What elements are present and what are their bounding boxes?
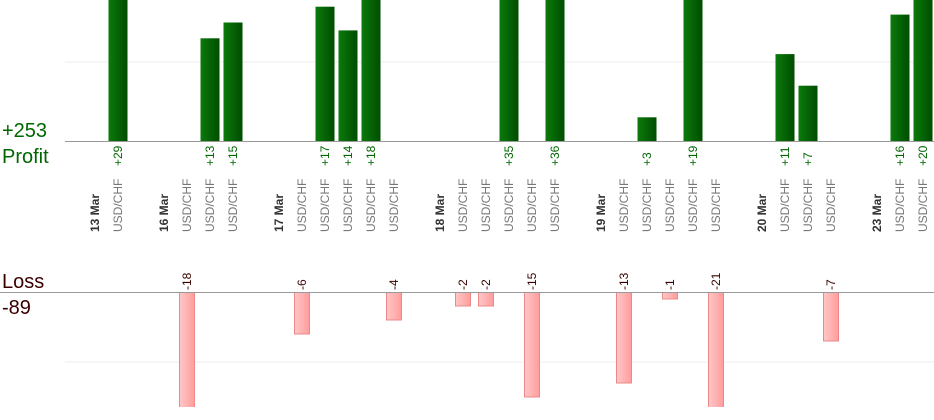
date-label: 20 Mar <box>755 194 769 232</box>
symbol-label: USD/CHF <box>548 179 562 232</box>
symbol-label: USD/CHF <box>111 179 125 232</box>
date-label: 13 Mar <box>88 194 102 232</box>
loss-value: -1 <box>663 279 677 290</box>
profit-bar <box>637 117 657 141</box>
symbol-label: USD/CHF <box>525 179 539 232</box>
loss-value: -4 <box>387 279 401 290</box>
symbol-label: USD/CHF <box>617 179 631 232</box>
profit-value: +16 <box>893 145 907 166</box>
symbol-label: USD/CHF <box>893 179 907 232</box>
loss-bar <box>386 292 402 321</box>
profit-value: +13 <box>203 145 217 166</box>
symbol-label: USD/CHF <box>916 179 930 232</box>
profit-label: Profit <box>2 146 49 168</box>
date-label: 16 Mar <box>157 194 171 232</box>
loss-value: -2 <box>456 279 470 290</box>
symbol-label: USD/CHF <box>387 179 401 232</box>
date-label: 18 Mar <box>433 194 447 232</box>
loss-bars <box>179 292 839 407</box>
profit-value: +7 <box>801 152 815 166</box>
loss-bar <box>616 292 632 384</box>
profit-value: +15 <box>226 145 240 166</box>
profit-value: +14 <box>341 145 355 166</box>
profit-bar <box>499 0 519 141</box>
loss-value: -15 <box>525 272 539 290</box>
symbol-label: USD/CHF <box>318 179 332 232</box>
symbol-label: USD/CHF <box>226 179 240 232</box>
profit-value: +11 <box>778 146 792 166</box>
symbol-label: USD/CHF <box>456 179 470 232</box>
profit-bar <box>223 22 243 141</box>
symbol-label: USD/CHF <box>502 179 516 232</box>
loss-value: -7 <box>824 279 838 290</box>
profit-bars <box>108 0 933 141</box>
loss-bar <box>662 292 678 300</box>
loss-total: -89 <box>2 297 31 319</box>
profit-bar <box>798 85 818 141</box>
profit-bar <box>913 0 933 141</box>
symbol-label: USD/CHF <box>778 179 792 232</box>
loss-value: -13 <box>617 272 631 290</box>
loss-bar <box>524 292 540 398</box>
profit-value: +20 <box>916 145 930 166</box>
profit-bar <box>683 0 703 141</box>
loss-label: Loss <box>2 271 44 293</box>
profit-value: +17 <box>318 145 332 166</box>
loss-bar <box>478 292 494 307</box>
loss-value: -6 <box>295 279 309 290</box>
profit-bar <box>361 0 381 141</box>
date-label: 23 Mar <box>870 194 884 232</box>
symbol-label: USD/CHF <box>295 179 309 232</box>
symbol-label: USD/CHF <box>203 179 217 232</box>
profit-total: +253 <box>2 120 47 142</box>
symbol-label: USD/CHF <box>801 179 815 232</box>
profit-bar <box>890 14 910 141</box>
profit-value: +3 <box>640 152 654 166</box>
symbol-label: USD/CHF <box>364 179 378 232</box>
loss-value: -2 <box>479 279 493 290</box>
date-label: 17 Mar <box>272 194 286 232</box>
date-label: 19 Mar <box>594 194 608 232</box>
loss-bar <box>708 292 724 407</box>
profit-bar <box>108 0 128 141</box>
profit-value: +35 <box>502 145 516 166</box>
profit-value: +18 <box>364 145 378 166</box>
loss-value: -21 <box>709 272 723 290</box>
profit-bar <box>200 38 220 141</box>
symbol-label: USD/CHF <box>180 179 194 232</box>
symbol-label: USD/CHF <box>640 179 654 232</box>
profit-value: +19 <box>686 145 700 166</box>
symbol-label: USD/CHF <box>663 179 677 232</box>
profit-bar <box>338 30 358 141</box>
symbol-label: USD/CHF <box>709 179 723 232</box>
loss-bar <box>179 292 195 407</box>
profit-value: +29 <box>111 145 125 166</box>
loss-bar <box>455 292 471 307</box>
profit-bar <box>315 6 335 141</box>
symbol-label: USD/CHF <box>824 179 838 232</box>
loss-value: -18 <box>180 272 194 290</box>
symbol-label: USD/CHF <box>686 179 700 232</box>
symbol-label: USD/CHF <box>341 179 355 232</box>
loss-bar <box>823 292 839 342</box>
symbol-label: USD/CHF <box>479 179 493 232</box>
profit-bar <box>775 54 795 141</box>
profit-bar <box>545 0 565 141</box>
loss-bar <box>294 292 310 335</box>
profit-value: +36 <box>548 145 562 166</box>
